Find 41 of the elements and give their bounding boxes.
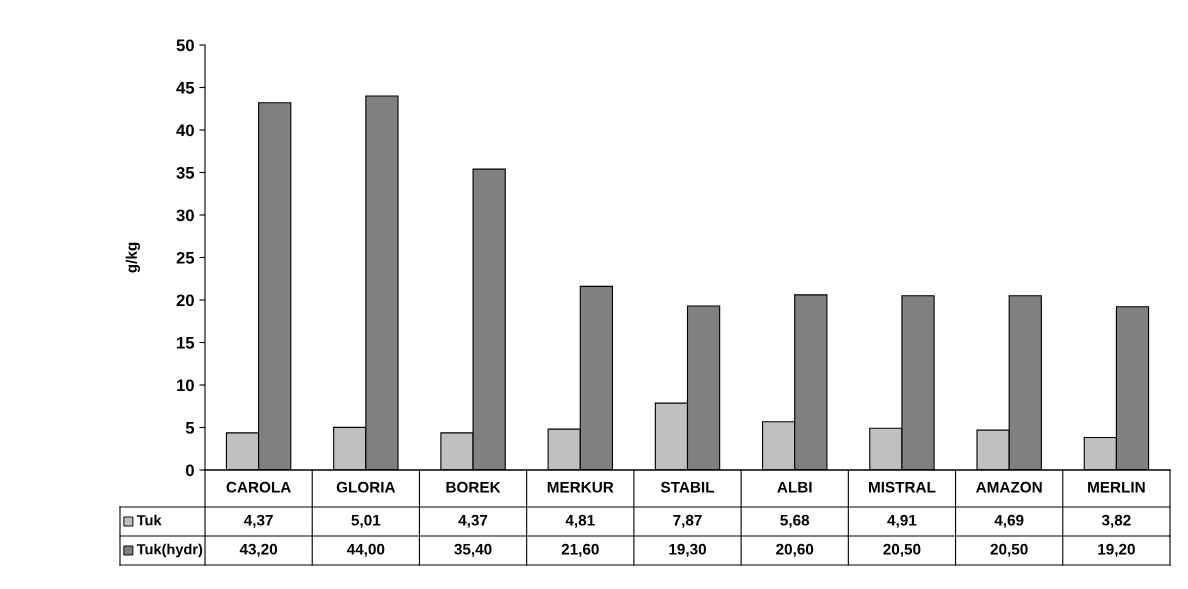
y-tick-label: 45: [176, 82, 195, 94]
x-tick-label: MERKUR: [547, 481, 614, 493]
x-tick-label: MERLIN: [1088, 481, 1145, 493]
y-tick-label: 40: [176, 124, 194, 137]
data-label: 21,60: [561, 543, 599, 557]
x-tick-label: GLORIA: [336, 481, 396, 493]
data-label: 19,30: [669, 543, 706, 557]
y-tick-label: 20: [176, 294, 194, 307]
data-label: 44,00: [346, 543, 385, 557]
y-tick-label: 35: [176, 166, 195, 179]
data-label: 4,81: [565, 514, 595, 528]
data-label: 3,82: [1101, 514, 1131, 528]
y-tick-label: 5: [185, 422, 195, 434]
data-label: 20,60: [776, 543, 814, 557]
x-tick-label: CAROLA: [226, 481, 291, 493]
legend-label: Tuk: [136, 514, 162, 526]
y-tick-label: 25: [176, 251, 195, 264]
legend-label: Tuk(hydr): [136, 543, 203, 558]
data-label: 4,69: [994, 514, 1024, 528]
data-label: 4,91: [887, 514, 917, 528]
data-label: 35,40: [454, 543, 492, 557]
x-tick-label: AMAZON: [976, 481, 1042, 493]
x-tick-label: STABIL: [660, 481, 715, 493]
data-label: 20,50: [883, 543, 921, 557]
y-tick-label: 30: [176, 209, 194, 222]
data-label: 5,68: [780, 514, 810, 528]
y-axis-title: g/kg: [125, 242, 140, 273]
x-tick-label: BOREK: [446, 481, 501, 493]
y-tick-label: 15: [177, 337, 195, 349]
data-label: 4,37: [458, 514, 488, 528]
data-label: 19,20: [1098, 543, 1135, 557]
y-tick-label: 0: [185, 464, 194, 477]
data-label: 20,50: [990, 543, 1028, 557]
y-tick-label: 10: [177, 379, 194, 392]
y-tick-label: 50: [176, 39, 194, 52]
data-label: 4,37: [243, 514, 273, 528]
x-tick-label: ALBI: [777, 481, 812, 493]
data-label: 7,87: [673, 514, 702, 528]
data-label: 43,20: [239, 543, 278, 557]
x-tick-label: MISTRAL: [869, 481, 936, 493]
data-label: 5,01: [351, 514, 381, 528]
